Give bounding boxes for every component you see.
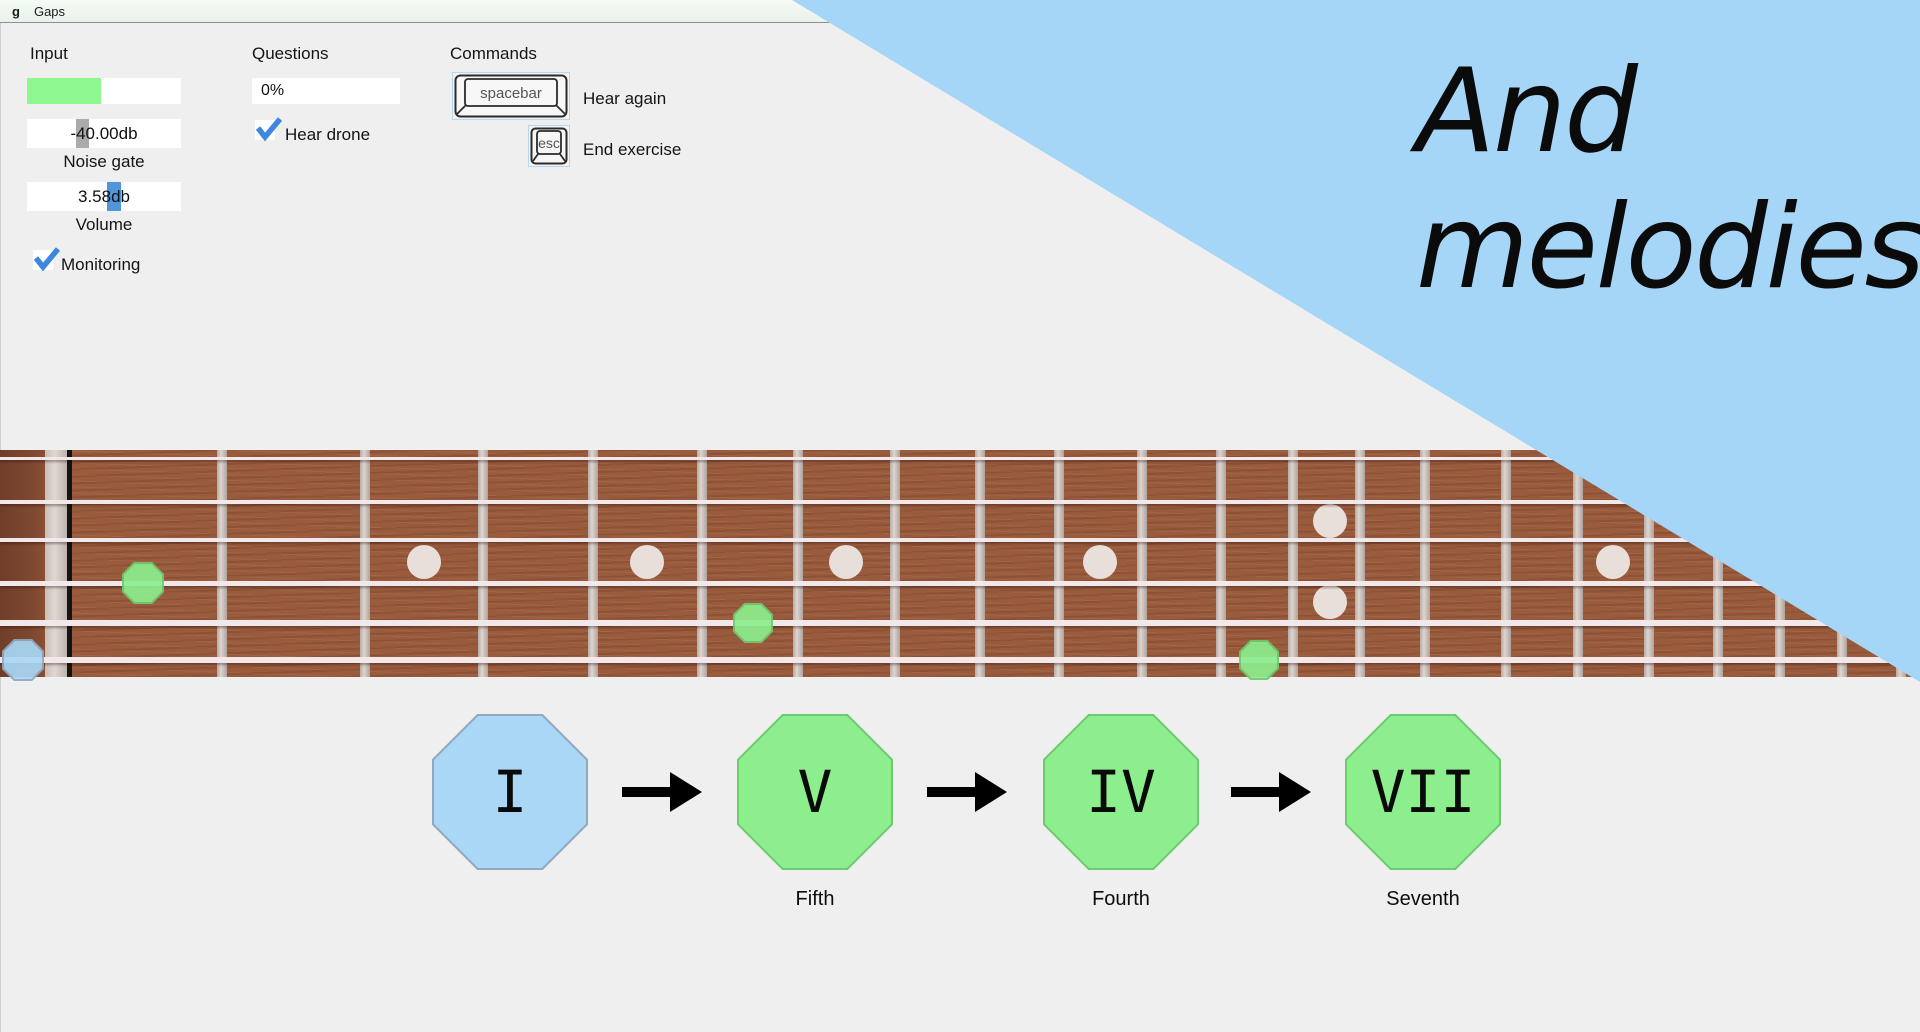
window-title: Gaps — [33, 3, 66, 19]
end-exercise-label: End exercise — [583, 140, 682, 159]
guitar-string — [0, 456, 1920, 460]
guitar-string — [0, 580, 1920, 586]
fret-wire — [1896, 450, 1906, 677]
spacebar-key-icon: spacebar — [452, 72, 570, 120]
fret-wire — [1837, 450, 1847, 677]
input-level-meter-fill — [27, 78, 101, 104]
fret-wire — [1288, 450, 1298, 677]
fret-wire — [697, 450, 707, 677]
progression-step-VII: VII Seventh — [1345, 714, 1501, 910]
arrow-right-icon — [1231, 770, 1313, 814]
fret-marker-dot-double — [1313, 585, 1347, 619]
fret-wire — [588, 450, 598, 677]
note-marker-green[interactable] — [1239, 640, 1279, 680]
commands-section-label: Commands — [450, 44, 537, 63]
fret-wire — [1775, 450, 1785, 677]
progression-step-caption: Fourth — [1092, 888, 1150, 910]
fret-marker-dot — [829, 545, 863, 579]
window-titlebar: g Gaps — [0, 0, 1920, 23]
monitoring-checkbox[interactable] — [33, 247, 61, 272]
guitar-string — [0, 620, 1920, 626]
nut-line — [67, 450, 72, 677]
fret-marker-dot-double — [1313, 504, 1347, 538]
fret-wire — [1216, 450, 1226, 677]
svg-text:spacebar: spacebar — [480, 85, 542, 102]
noise-gate-slider-handle[interactable] — [76, 119, 90, 148]
fret-wire — [890, 450, 900, 677]
volume-caption: Volume — [75, 215, 133, 234]
overlay-headline-line2: melodies — [1416, 180, 1920, 315]
monitoring-label: Monitoring — [61, 255, 141, 274]
progression-step-I: I — [432, 714, 588, 870]
note-marker-blue[interactable] — [2, 639, 44, 681]
questions-section-label: Questions — [252, 44, 329, 63]
esc-key-icon: esc — [528, 125, 570, 167]
hear-drone-checkbox[interactable] — [255, 117, 283, 142]
fret-marker-dot — [1596, 545, 1630, 579]
arrow-right-icon — [621, 770, 704, 814]
checkmark-icon — [33, 247, 61, 272]
arrow-right-icon — [927, 770, 1009, 814]
questions-progress-bar: 0% — [252, 78, 400, 104]
fret-wire — [478, 450, 488, 677]
fret-wire — [1054, 450, 1064, 677]
app-icon: g — [12, 3, 20, 19]
progression-numeral: IV — [1086, 758, 1156, 826]
progression-step-caption: Seventh — [1386, 888, 1460, 910]
overlay-headline-line1: And — [1416, 44, 1638, 179]
volume-slider[interactable]: 3.58db — [27, 182, 181, 211]
guitar-string — [0, 538, 1920, 542]
overlay-headline: And melodies — [1416, 44, 1920, 316]
questions-progress-value: 0% — [261, 82, 285, 99]
noise-gate-caption: Noise gate — [63, 152, 145, 171]
note-marker-green[interactable] — [733, 603, 773, 643]
fret-wire — [793, 450, 803, 677]
guitar-string — [0, 657, 1920, 663]
fret-wire — [217, 450, 227, 677]
fret-wire — [975, 450, 985, 677]
fretboard[interactable] — [0, 450, 1920, 681]
progression-numeral: V — [797, 758, 833, 826]
svg-text:esc: esc — [538, 135, 560, 151]
note-marker-green[interactable] — [122, 562, 164, 604]
fret-wire — [1644, 450, 1654, 677]
fret-wire — [1501, 450, 1511, 677]
fret-marker-dot — [1083, 545, 1117, 579]
checkmark-icon — [255, 117, 283, 142]
input-level-meter — [27, 78, 181, 104]
volume-slider-handle[interactable] — [107, 182, 122, 211]
noise-gate-value: -40.00db — [70, 124, 138, 143]
progression-numeral: VII — [1370, 758, 1476, 826]
hear-again-label: Hear again — [583, 89, 667, 108]
fret-wire — [1355, 450, 1365, 677]
fret-marker-dot — [630, 545, 664, 579]
fret-wire — [1713, 450, 1723, 677]
volume-value: 3.58db — [78, 187, 130, 206]
hear-drone-label: Hear drone — [285, 125, 371, 144]
fret-wire — [1420, 450, 1430, 677]
fret-wire — [360, 450, 370, 677]
progression-numeral: I — [492, 758, 528, 826]
fret-marker-dot — [407, 545, 441, 579]
fret-wire — [1137, 450, 1147, 677]
progression-step-caption: Fifth — [795, 888, 835, 910]
guitar-string — [0, 500, 1920, 504]
noise-gate-slider[interactable]: -40.00db — [27, 119, 181, 148]
input-section-label: Input — [30, 44, 68, 63]
fret-wire — [1573, 450, 1583, 677]
nut — [45, 450, 67, 677]
progression-step-V: V Fifth — [737, 714, 893, 910]
progression-step-IV: IV Fourth — [1043, 714, 1199, 910]
